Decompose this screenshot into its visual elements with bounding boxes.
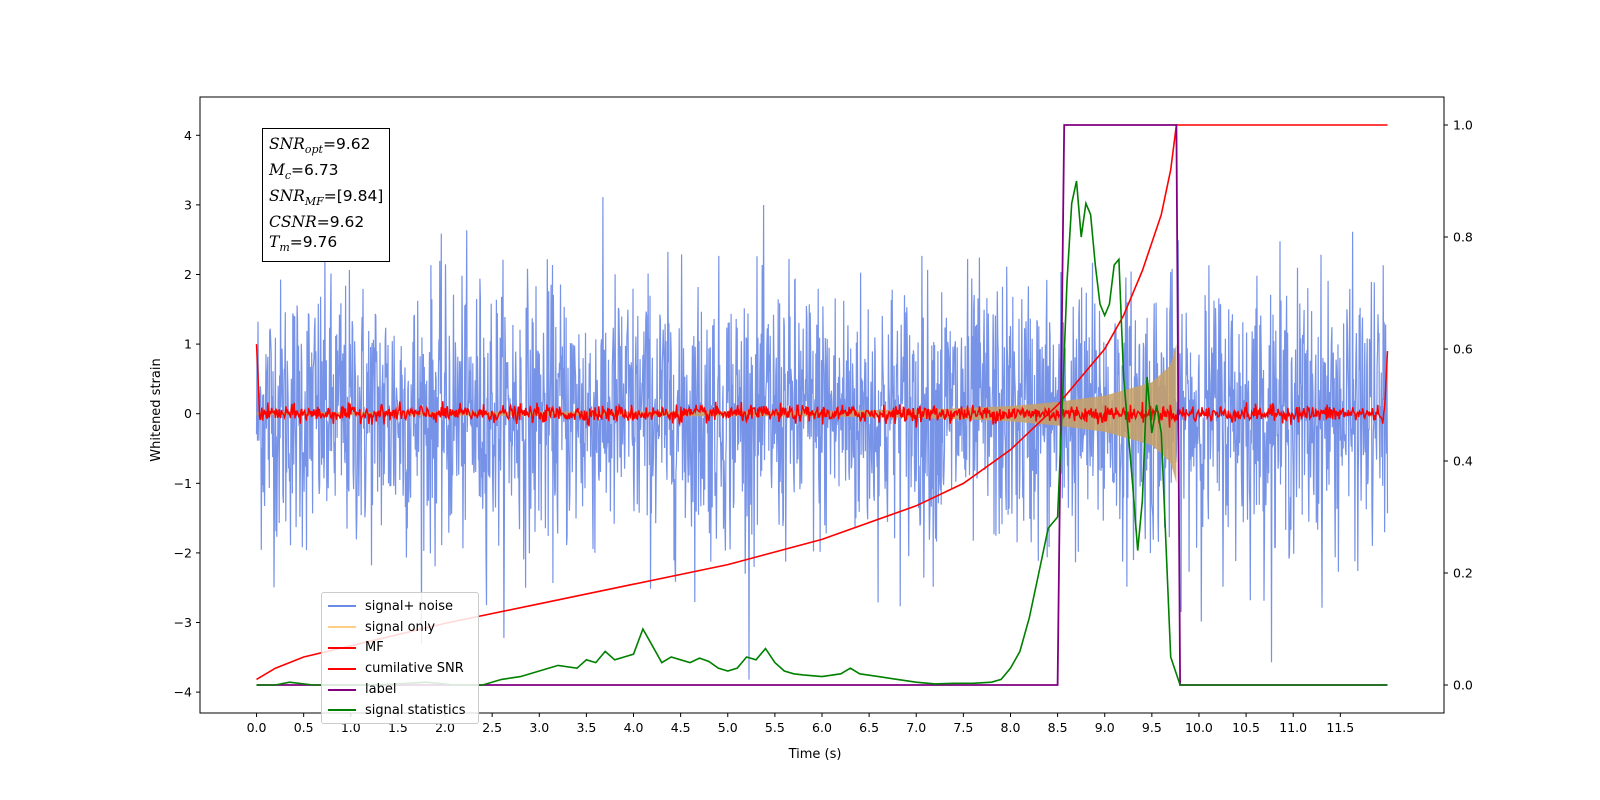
legend-swatch: [328, 709, 356, 712]
x-tick-label: 3.0: [529, 720, 549, 735]
y-axis-label: Whitened strain: [149, 358, 164, 461]
legend-label: cumilative SNR: [365, 661, 464, 677]
y-tick-label: 3: [184, 197, 192, 212]
legend-label: MF: [365, 640, 384, 656]
x-tick-label: 5.5: [765, 720, 785, 735]
y2-tick-label: 0.6: [1453, 342, 1473, 357]
x-tick-label: 5.0: [718, 720, 738, 735]
y-tick-label: 0: [184, 406, 192, 421]
y-tick-label: −4: [174, 685, 192, 700]
legend: signal+ noise signal only MF cumilative …: [321, 592, 479, 724]
legend-label: signal+ noise: [365, 598, 454, 614]
legend-item-signal-noise: signal+ noise: [322, 596, 478, 617]
legend-swatch: [328, 688, 356, 691]
legend-swatch: [328, 605, 356, 608]
x-tick-label: 4.5: [671, 720, 691, 735]
y2-tick-label: 0.8: [1453, 230, 1473, 245]
x-tick-label: 3.5: [576, 720, 596, 735]
x-tick-label: 0.5: [294, 720, 314, 735]
legend-label: signal only: [365, 619, 436, 635]
x-tick-label: 2.5: [482, 720, 502, 735]
y2-tick-label: 0.2: [1453, 566, 1473, 581]
x-tick-label: 9.0: [1095, 720, 1115, 735]
x-tick-label: 6.0: [812, 720, 832, 735]
y2-tick-label: 1.0: [1453, 118, 1473, 133]
x-tick-label: 6.5: [859, 720, 879, 735]
legend-swatch: [328, 646, 356, 649]
x-tick-label: 0.0: [247, 720, 267, 735]
legend-item-mf: MF: [322, 638, 478, 659]
mf-line: [255, 344, 1389, 428]
x-tick-label: 7.0: [906, 720, 926, 735]
x-tick-label: 7.5: [953, 720, 973, 735]
x-tick-label: 8.5: [1048, 720, 1068, 735]
legend-item-label: label: [322, 679, 478, 700]
x-axis-label: Time (s): [788, 747, 842, 762]
x-tick-label: 9.5: [1142, 720, 1162, 735]
x-tick-label: 8.0: [1001, 720, 1021, 735]
stats-tm: Tm=9.76: [269, 233, 338, 255]
x-tick-label: 4.0: [624, 720, 644, 735]
signal-statistics-line: [256, 180, 1388, 686]
y2-tick-label: 0.4: [1453, 454, 1473, 469]
y-tick-label: 4: [184, 128, 192, 143]
y-tick-label: −1: [174, 476, 192, 491]
legend-swatch: [328, 626, 356, 629]
x-tick-label: 10.0: [1185, 720, 1213, 735]
y-tick-label: 2: [184, 267, 192, 282]
x-tick-label: 10.5: [1232, 720, 1260, 735]
y-tick-label: −3: [174, 615, 192, 630]
x-tick-label: 11.5: [1326, 720, 1354, 735]
y2-tick-label: 0.0: [1453, 678, 1473, 693]
legend-label: label: [365, 682, 397, 698]
x-tick-label: 11.0: [1279, 720, 1307, 735]
legend-item-signal-only: signal only: [322, 617, 478, 638]
stats-snr-opt: SNRopt=9.62: [269, 135, 371, 157]
stats-mc: Mc=6.73: [269, 161, 339, 183]
legend-item-signal-statistics: signal statistics: [322, 700, 478, 721]
stats-csnr: CSNR=9.62: [269, 213, 365, 232]
y-tick-label: 1: [184, 337, 192, 352]
stats-box: SNRopt=9.62 Mc=6.73 SNRMF=[9.84] CSNR=9.…: [262, 128, 391, 263]
y-tick-label: −2: [174, 545, 192, 560]
legend-label: signal statistics: [365, 702, 466, 718]
legend-swatch: [328, 667, 356, 670]
stats-snr-mf: SNRMF=[9.84]: [269, 187, 384, 209]
legend-item-cumulative-snr: cumilative SNR: [322, 658, 478, 679]
